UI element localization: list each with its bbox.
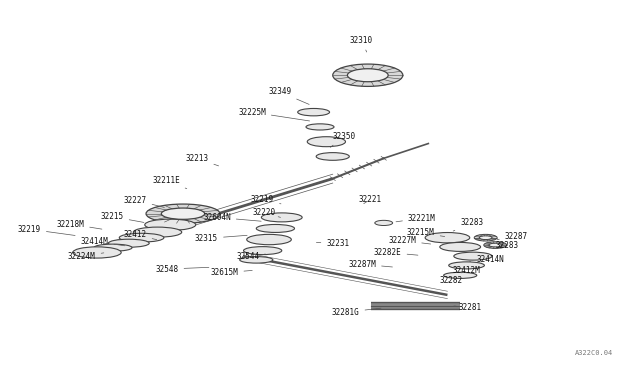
Text: 32218M: 32218M xyxy=(56,219,102,229)
Text: 32213: 32213 xyxy=(186,154,219,166)
Text: 32231: 32231 xyxy=(316,240,349,248)
Ellipse shape xyxy=(307,137,346,147)
Text: 32221: 32221 xyxy=(358,195,381,204)
Text: 32349: 32349 xyxy=(268,87,309,105)
Text: 32282: 32282 xyxy=(440,276,463,285)
Ellipse shape xyxy=(108,239,149,247)
Text: 32544: 32544 xyxy=(236,252,265,262)
Ellipse shape xyxy=(244,247,282,254)
Text: 32350: 32350 xyxy=(330,132,356,147)
Ellipse shape xyxy=(306,124,334,130)
Text: 32283: 32283 xyxy=(488,241,518,250)
Ellipse shape xyxy=(333,64,403,86)
Text: 32219: 32219 xyxy=(18,225,75,235)
Ellipse shape xyxy=(161,208,205,219)
Text: 32227: 32227 xyxy=(124,196,164,208)
Ellipse shape xyxy=(146,204,220,223)
Ellipse shape xyxy=(73,247,121,258)
Ellipse shape xyxy=(119,233,164,242)
Text: 32414M: 32414M xyxy=(81,237,125,246)
Text: 32281G: 32281G xyxy=(332,308,381,317)
Ellipse shape xyxy=(449,262,484,269)
Ellipse shape xyxy=(489,243,502,247)
Text: 32315: 32315 xyxy=(195,234,247,243)
Ellipse shape xyxy=(479,236,492,240)
Ellipse shape xyxy=(484,242,507,248)
Text: 32615M: 32615M xyxy=(211,268,252,277)
Text: 32412: 32412 xyxy=(124,230,157,240)
Ellipse shape xyxy=(298,109,330,116)
Ellipse shape xyxy=(246,234,291,245)
Ellipse shape xyxy=(261,213,302,222)
Text: 32412M: 32412M xyxy=(452,266,480,275)
Text: 32215M: 32215M xyxy=(407,228,445,237)
Text: 32219: 32219 xyxy=(251,195,281,204)
Text: 32287M: 32287M xyxy=(348,260,392,269)
Text: 32287: 32287 xyxy=(497,232,528,241)
Text: 32310: 32310 xyxy=(350,36,373,52)
Ellipse shape xyxy=(256,224,294,232)
Text: 32282E: 32282E xyxy=(374,248,418,257)
Text: 32414N: 32414N xyxy=(470,255,504,264)
Text: A322C0.04: A322C0.04 xyxy=(575,350,613,356)
Text: 32221M: 32221M xyxy=(396,214,436,222)
Ellipse shape xyxy=(240,257,273,263)
Ellipse shape xyxy=(348,69,388,82)
Ellipse shape xyxy=(316,153,349,160)
Text: 32224M: 32224M xyxy=(68,251,104,261)
Ellipse shape xyxy=(94,244,132,251)
Ellipse shape xyxy=(444,272,477,278)
Text: 32211E: 32211E xyxy=(152,176,187,189)
Text: 32283: 32283 xyxy=(453,218,483,231)
Text: 32220: 32220 xyxy=(252,208,280,217)
Ellipse shape xyxy=(375,220,393,225)
Text: 32548: 32548 xyxy=(156,264,209,273)
Text: 32215: 32215 xyxy=(100,212,144,222)
Ellipse shape xyxy=(454,252,492,260)
Ellipse shape xyxy=(440,243,481,251)
Text: 32225M: 32225M xyxy=(238,108,310,121)
Ellipse shape xyxy=(425,232,470,243)
Ellipse shape xyxy=(474,234,497,241)
Text: 32604N: 32604N xyxy=(203,213,261,222)
Ellipse shape xyxy=(133,227,182,237)
Text: 32281: 32281 xyxy=(454,302,482,312)
Text: 32227M: 32227M xyxy=(388,236,431,245)
Ellipse shape xyxy=(145,219,196,230)
